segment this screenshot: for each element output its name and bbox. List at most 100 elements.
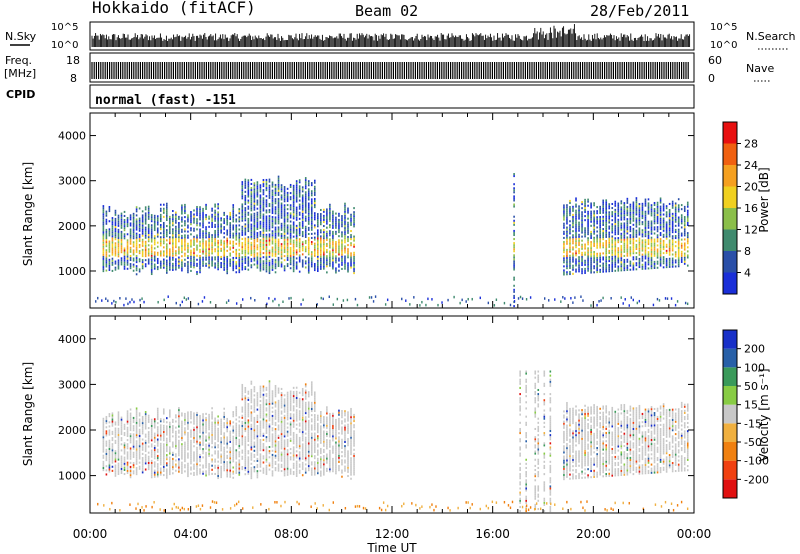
echo-cell xyxy=(563,224,565,227)
echo-cell xyxy=(223,220,225,223)
echo-cell xyxy=(659,254,662,257)
echo-cell xyxy=(214,219,216,222)
echo-cell xyxy=(626,254,629,257)
echo-cell xyxy=(120,416,123,419)
echo-cell xyxy=(105,212,108,215)
echo-cell xyxy=(286,236,289,239)
echo-cell xyxy=(566,216,568,219)
echo-cell xyxy=(175,213,177,216)
echo-cell xyxy=(341,219,343,222)
echo-cell xyxy=(350,264,352,267)
echo-cell xyxy=(205,262,207,265)
echo-cell xyxy=(301,243,304,246)
echo-cell xyxy=(307,214,310,217)
echo-cell xyxy=(111,432,114,435)
echo-cell xyxy=(301,265,304,268)
echo-cell xyxy=(569,232,571,235)
echo-cell xyxy=(304,211,307,214)
echo-cell xyxy=(277,212,280,215)
echo-cell xyxy=(129,461,132,464)
echo-cell xyxy=(629,246,632,249)
echo-cell xyxy=(268,202,271,205)
echo-cell xyxy=(268,186,271,189)
echo-cell xyxy=(332,214,334,217)
echo-cell xyxy=(108,242,111,245)
echo-cell xyxy=(578,207,580,210)
echo-cell xyxy=(677,251,680,254)
echo-cell xyxy=(123,225,126,228)
echo-cell xyxy=(283,265,286,268)
echo-cell xyxy=(572,224,574,227)
echo-cell xyxy=(259,233,262,236)
echo-cell xyxy=(144,228,147,231)
echo-cell xyxy=(650,210,653,213)
echo-cell xyxy=(247,262,250,265)
echo-cell xyxy=(680,214,683,217)
echo-cell xyxy=(338,247,340,250)
echo-cell xyxy=(292,253,295,256)
echo-cell xyxy=(235,224,238,227)
echo-cell xyxy=(120,247,123,250)
echo-cell xyxy=(271,232,274,235)
echo-cell xyxy=(105,465,108,468)
echo-cell xyxy=(120,469,123,472)
echo-cell xyxy=(310,222,313,225)
echo-cell xyxy=(280,226,283,229)
echo-cell xyxy=(335,249,337,252)
echo-cell xyxy=(169,264,171,267)
ground-scatter xyxy=(290,296,292,300)
echo-cell xyxy=(271,238,274,241)
echo-cell xyxy=(238,265,241,268)
ground-scatter xyxy=(519,295,522,299)
ground-scatter xyxy=(610,296,612,300)
echo-cell xyxy=(132,227,135,230)
echo-cell xyxy=(611,249,614,252)
echo-cell xyxy=(223,266,225,269)
echo-cell xyxy=(295,214,298,217)
ground-scatter xyxy=(405,299,407,302)
echo-cell xyxy=(638,219,641,222)
echo-cell xyxy=(199,228,201,231)
echo-cell xyxy=(217,225,219,228)
echo-cell xyxy=(313,181,316,184)
echo-cell xyxy=(117,462,120,465)
echo-cell xyxy=(313,206,316,209)
echo-cell xyxy=(513,233,515,237)
echo-cell xyxy=(235,267,238,270)
echo-cell xyxy=(262,213,265,216)
echo-cell xyxy=(647,267,650,270)
echo-cell xyxy=(274,212,277,215)
echo-cell xyxy=(659,211,662,214)
echo-cell xyxy=(265,229,268,232)
echo-cell xyxy=(602,268,604,271)
echo-cell xyxy=(114,454,117,457)
ground-scatter xyxy=(183,296,186,300)
echo-cell xyxy=(262,223,265,226)
echo-cell xyxy=(102,266,105,269)
echo-cell xyxy=(653,222,656,225)
echo-cell xyxy=(232,214,235,217)
echo-cell xyxy=(626,266,629,269)
echo-cell xyxy=(313,252,316,255)
echo-cell xyxy=(268,178,271,181)
echo-cell xyxy=(665,251,668,254)
ground-scatter xyxy=(632,298,634,302)
echo-cell xyxy=(575,197,577,200)
echo-cell xyxy=(641,265,644,268)
echo-cell xyxy=(144,220,147,223)
echo-cell xyxy=(662,248,665,251)
echo-cell xyxy=(326,271,328,274)
echo-cell xyxy=(289,220,292,223)
echo-cell xyxy=(196,238,198,241)
echo-cell xyxy=(614,243,617,246)
echo-cell xyxy=(178,226,180,229)
ground-scatter xyxy=(664,297,667,300)
echo-cell xyxy=(650,265,653,268)
echo-cell xyxy=(605,223,608,226)
echo-cell xyxy=(323,257,325,260)
echo-cell xyxy=(120,218,123,221)
echo-cell xyxy=(647,247,650,250)
ground-scatter xyxy=(638,299,641,303)
ground-scatter xyxy=(113,299,115,303)
echo-cell xyxy=(202,238,204,241)
